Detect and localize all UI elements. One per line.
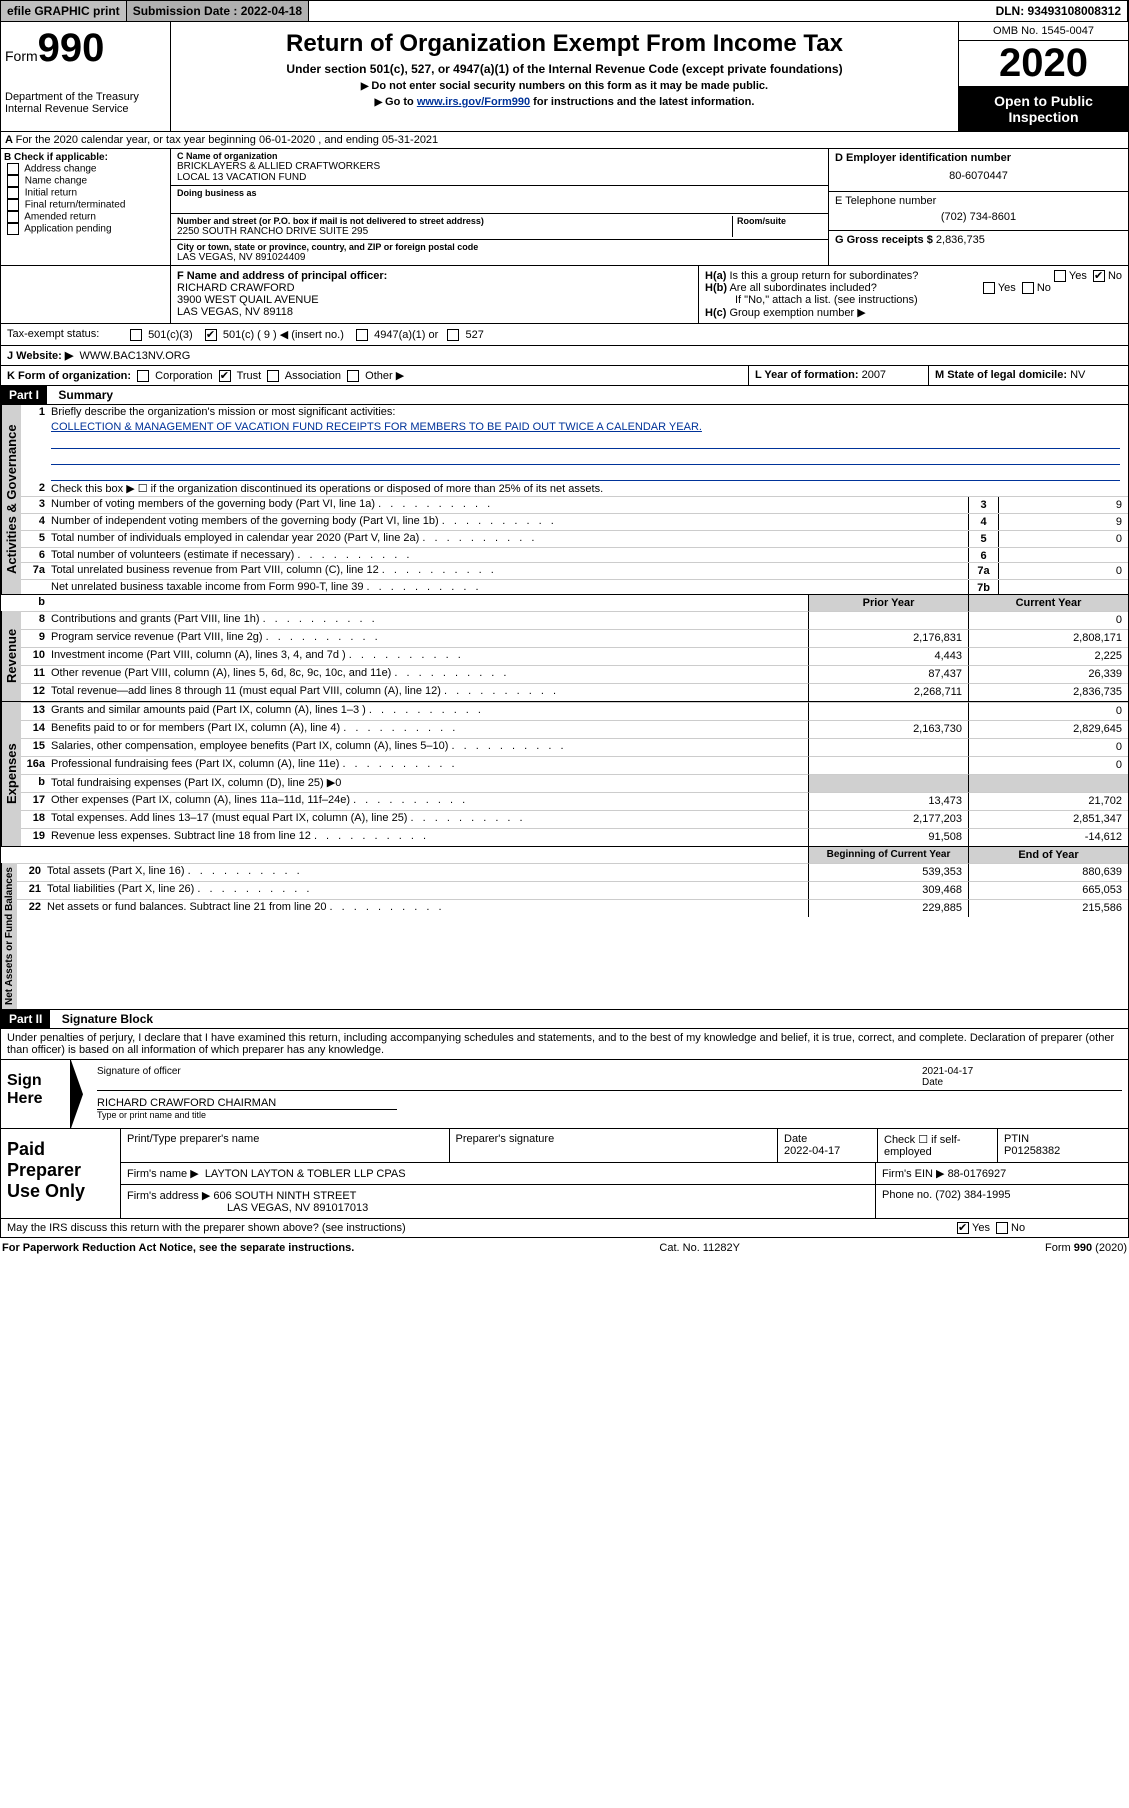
discuss-row: May the IRS discuss this return with the… — [0, 1219, 1129, 1238]
org-info-row: B Check if applicable: Address change Na… — [0, 149, 1129, 266]
section-b: B Check if applicable: Address change Na… — [1, 149, 171, 265]
checkbox-address-change[interactable]: Address change — [4, 163, 167, 175]
sign-arrow-icon — [71, 1060, 83, 1128]
officer-name: RICHARD CRAWFORD — [177, 282, 692, 294]
section-fh: F Name and address of principal officer:… — [0, 266, 1129, 324]
line-14: 14Benefits paid to or for members (Part … — [21, 720, 808, 738]
tax-exempt-row: Tax-exempt status: 501(c)(3) 501(c) ( 9 … — [0, 324, 1129, 346]
line-22: 22Net assets or fund balances. Subtract … — [17, 899, 808, 917]
mission-text: COLLECTION & MANAGEMENT OF VACATION FUND… — [51, 421, 702, 433]
firm-ein: 88-0176927 — [948, 1168, 1007, 1180]
line-17: 17Other expenses (Part IX, column (A), l… — [21, 792, 808, 810]
form-header: Form990 Department of the Treasury Inter… — [0, 22, 1129, 132]
sign-here: Sign Here Signature of officer 2021-04-1… — [0, 1059, 1129, 1129]
section-deg: D Employer identification number80-60704… — [828, 149, 1128, 265]
submission-date: Submission Date : 2022-04-18 — [127, 1, 309, 21]
city: LAS VEGAS, NV 891024409 — [177, 252, 822, 263]
checkbox-amended-return[interactable]: Amended return — [4, 211, 167, 223]
netassets-section: Net Assets or Fund Balances 20Total asse… — [0, 863, 1129, 1010]
line-3: 3Number of voting members of the governi… — [21, 496, 1128, 513]
part-1: Part I Summary — [0, 386, 1129, 405]
phone: (702) 734-8601 — [835, 207, 1122, 227]
line-12: 12Total revenue—add lines 8 through 11 (… — [21, 683, 808, 701]
line-15: 15Salaries, other compensation, employee… — [21, 738, 808, 756]
open-to-public: Open to Public Inspection — [959, 87, 1128, 131]
department: Department of the Treasury Internal Reve… — [5, 91, 166, 115]
part-2: Part II Signature Block — [0, 1010, 1129, 1029]
line-10: 10Investment income (Part VIII, column (… — [21, 647, 808, 665]
klm-row: K Form of organization: Corporation Trus… — [0, 366, 1129, 386]
efile-button[interactable]: efile GRAPHIC print — [1, 1, 127, 21]
main-title: Return of Organization Exempt From Incom… — [179, 26, 950, 62]
paid-preparer: Paid Preparer Use Only Print/Type prepar… — [0, 1129, 1129, 1219]
firm-phone: (702) 384-1995 — [935, 1189, 1010, 1201]
form990-link[interactable]: www.irs.gov/Form990 — [417, 96, 530, 108]
line-16a: 16aProfessional fundraising fees (Part I… — [21, 756, 808, 774]
line-11: 11Other revenue (Part VIII, column (A), … — [21, 665, 808, 683]
website-row: J Website: ▶ WWW.BAC13NV.ORG — [0, 346, 1129, 366]
line-5: 5Total number of individuals employed in… — [21, 530, 1128, 547]
omb-number: OMB No. 1545-0047 — [959, 22, 1128, 41]
form-number: Form990 — [5, 26, 166, 71]
line-b: bTotal fundraising expenses (Part IX, co… — [21, 774, 808, 792]
line-7b: Net unrelated business taxable income fr… — [21, 579, 1128, 594]
tax-year: 2020 — [959, 41, 1128, 87]
line-13: 13Grants and similar amounts paid (Part … — [21, 702, 808, 720]
expenses-section: Expenses 13Grants and similar amounts pa… — [0, 702, 1129, 847]
checkbox-initial-return[interactable]: Initial return — [4, 187, 167, 199]
line-18: 18Total expenses. Add lines 13–17 (must … — [21, 810, 808, 828]
line-8: 8Contributions and grants (Part VIII, li… — [21, 611, 808, 629]
line-19: 19Revenue less expenses. Subtract line 1… — [21, 828, 808, 846]
line-7a: 7aTotal unrelated business revenue from … — [21, 562, 1128, 579]
section-c: C Name of organizationBRICKLAYERS & ALLI… — [171, 149, 828, 265]
subtitle: Under section 501(c), 527, or 4947(a)(1)… — [179, 62, 950, 76]
current-year-hdr: Current Year — [968, 595, 1128, 611]
footer: For Paperwork Reduction Act Notice, see … — [0, 1238, 1129, 1258]
gov-label: Activities & Governance — [1, 405, 21, 594]
line-6: 6Total number of volunteers (estimate if… — [21, 547, 1128, 562]
org-name: BRICKLAYERS & ALLIED CRAFTWORKERS LOCAL … — [177, 161, 822, 183]
street: 2250 SOUTH RANCHO DRIVE SUITE 295 — [177, 226, 732, 237]
line-9: 9Program service revenue (Part VIII, lin… — [21, 629, 808, 647]
note-link: Go to www.irs.gov/Form990 for instructio… — [179, 96, 950, 108]
checkbox-final-return-terminated[interactable]: Final return/terminated — [4, 199, 167, 211]
note-ssn: Do not enter social security numbers on … — [179, 80, 950, 92]
governance-section: Activities & Governance 1Briefly describ… — [0, 405, 1129, 595]
checkbox-application-pending[interactable]: Application pending — [4, 223, 167, 235]
revenue-section: Revenue 8Contributions and grants (Part … — [0, 611, 1129, 702]
prior-year-hdr: Prior Year — [808, 595, 968, 611]
ein: 80-6070447 — [835, 164, 1122, 188]
declaration: Under penalties of perjury, I declare th… — [0, 1029, 1129, 1059]
section-a: A For the 2020 calendar year, or tax yea… — [1, 132, 1128, 148]
checkbox-name-change[interactable]: Name change — [4, 175, 167, 187]
line-4: 4Number of independent voting members of… — [21, 513, 1128, 530]
top-bar: efile GRAPHIC print Submission Date : 20… — [0, 0, 1129, 22]
website[interactable]: WWW.BAC13NV.ORG — [79, 350, 190, 362]
ptin: P01258382 — [1004, 1145, 1060, 1157]
dln: DLN: 93493108008312 — [990, 1, 1128, 21]
line-20: 20Total assets (Part X, line 16) — [17, 863, 808, 881]
gross-receipts: 2,836,735 — [936, 234, 985, 246]
officer-name-title: RICHARD CRAWFORD CHAIRMAN — [97, 1097, 1122, 1109]
firm-name: LAYTON LAYTON & TOBLER LLP CPAS — [205, 1168, 406, 1180]
line-21: 21Total liabilities (Part X, line 26) — [17, 881, 808, 899]
